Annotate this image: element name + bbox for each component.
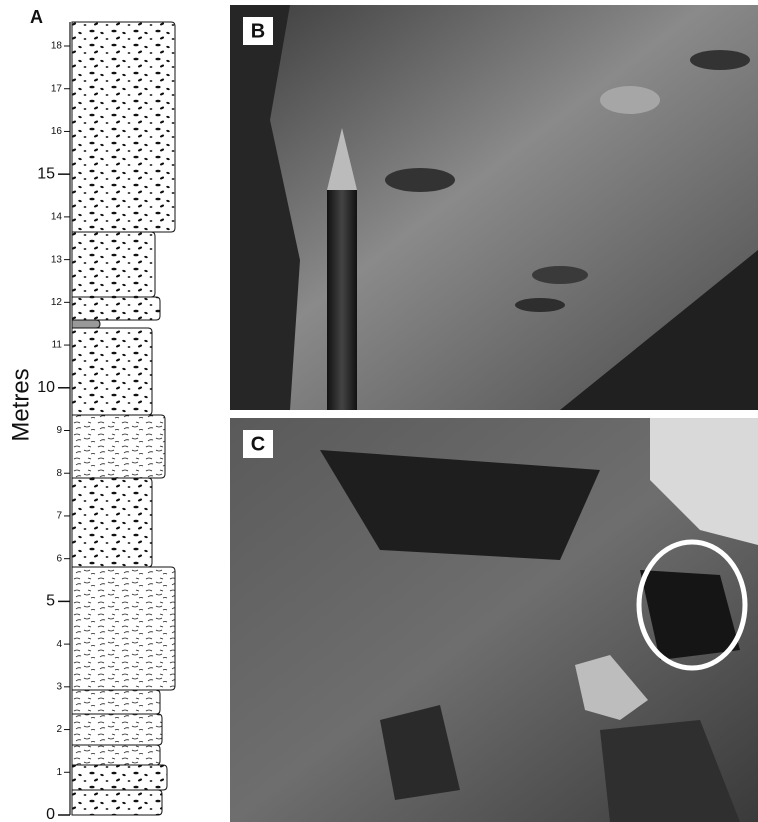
panel-label: C	[251, 433, 265, 455]
y-tick-label: 17	[51, 83, 63, 94]
bed	[72, 415, 165, 478]
y-tick-label: 16	[51, 126, 63, 137]
bed	[72, 478, 152, 567]
bed	[72, 745, 160, 765]
photo-c: C	[230, 418, 758, 822]
bed	[72, 297, 160, 320]
y-tick-label: 5	[46, 593, 55, 610]
stratigraphic-column	[72, 22, 175, 815]
y-tick-label: 11	[52, 340, 63, 351]
y-tick-label: 9	[56, 425, 62, 436]
y-tick-label: 15	[37, 165, 55, 182]
bed	[72, 567, 175, 690]
y-tick-label: 2	[56, 724, 62, 735]
bed	[72, 232, 155, 297]
bed	[72, 714, 162, 745]
y-tick-label: 13	[51, 254, 63, 265]
y-tick-label: 18	[51, 41, 63, 52]
bed	[72, 22, 175, 232]
photo-b: B	[230, 5, 758, 410]
bed	[72, 320, 100, 328]
panel-label: A	[30, 7, 43, 27]
y-tick-label: 3	[56, 681, 62, 692]
y-tick-label: 12	[51, 297, 63, 308]
bed	[72, 328, 152, 415]
panel-label: B	[251, 20, 265, 42]
y-tick-label: 6	[56, 553, 62, 564]
bed	[72, 765, 167, 790]
y-tick-label: 1	[56, 767, 62, 778]
bed	[72, 690, 160, 714]
y-tick-label: 14	[51, 212, 63, 223]
y-tick-label: 8	[56, 468, 62, 479]
y-tick-label: 0	[46, 806, 55, 822]
figure: A Metres B C 012345678910111213141516171…	[0, 0, 758, 822]
y-tick-label: 10	[37, 379, 55, 396]
y-tick-label: 4	[56, 639, 62, 650]
bed	[72, 790, 162, 815]
y-tick-label: 7	[56, 511, 62, 522]
axis-label: Metres	[7, 368, 34, 441]
